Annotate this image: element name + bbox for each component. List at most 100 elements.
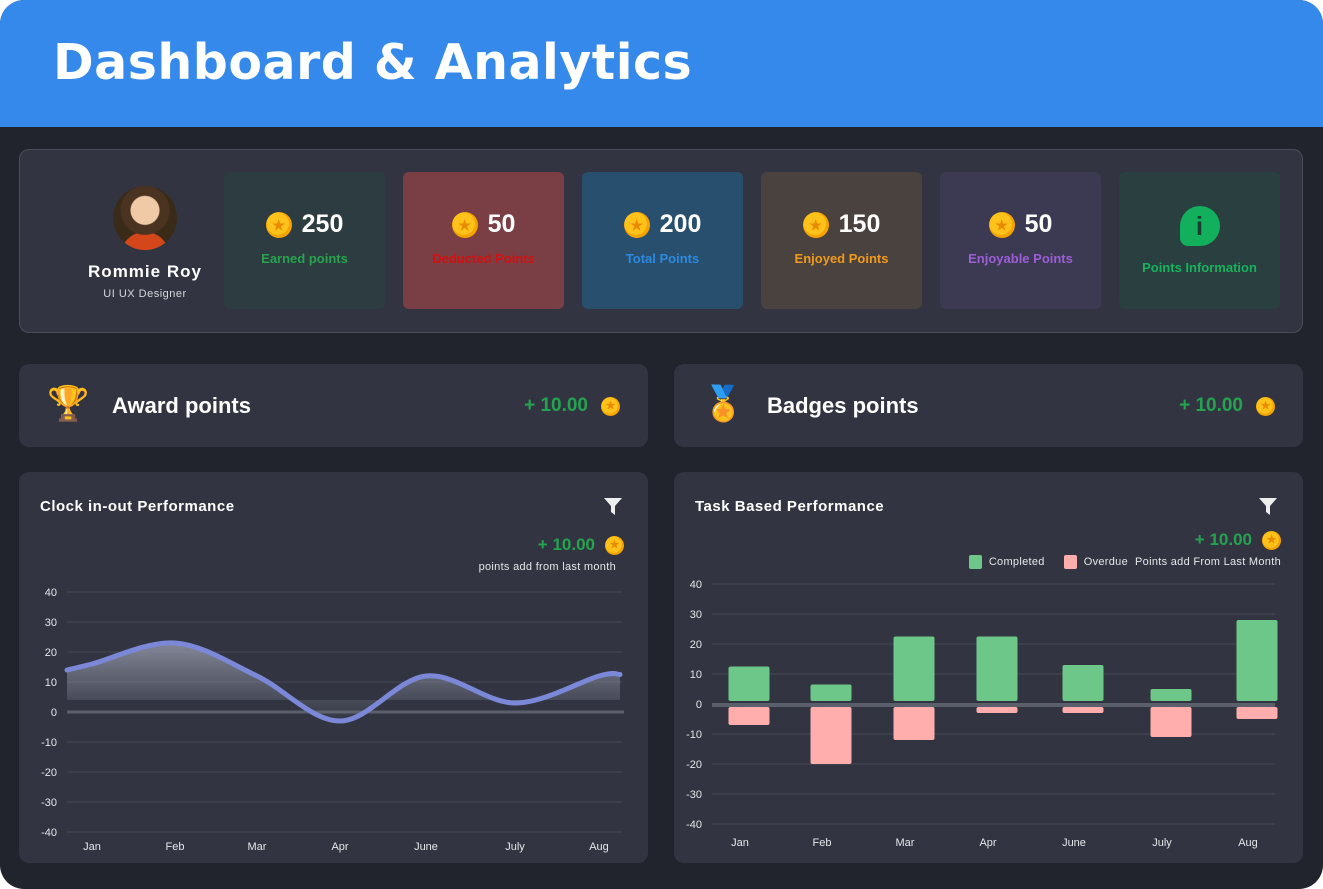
y-tick-label: 30 [45, 617, 57, 629]
area-fill [67, 642, 620, 721]
x-tick-label: June [1062, 837, 1086, 849]
y-tick-label: -40 [686, 819, 702, 831]
card-value: 150 [838, 210, 881, 238]
x-tick-label: Apr [331, 841, 348, 853]
bar-completed [893, 636, 935, 701]
profile-role: UI UX Designer [103, 288, 187, 300]
y-tick-label: 10 [45, 677, 57, 689]
badges-points: + 10.00 [1179, 395, 1243, 416]
y-tick-label: -30 [41, 797, 57, 809]
coin-icon: ★ [802, 211, 829, 238]
task-title: Task Based Performance [695, 498, 885, 515]
profile-name: Rommie Roy [88, 262, 202, 281]
card-label: Earned points [261, 251, 348, 266]
x-tick-label: June [414, 841, 438, 853]
coin-icon: ★ [1256, 396, 1275, 416]
x-tick-label: Mar [248, 841, 267, 853]
points-card[interactable]: i Points Information [1119, 172, 1280, 309]
legend-swatch-overdue [1063, 555, 1077, 569]
award-points: + 10.00 [524, 395, 588, 416]
task-performance-panel: 40 30 20 10 0 -10 -20 -30 -40 Jan Feb Mar Apr June Jul… [674, 472, 1303, 863]
profile: Rommie Roy UI UX Designer [60, 186, 230, 300]
card-label: Enjoyable Points [968, 251, 1073, 266]
bar-overdue [1150, 707, 1192, 737]
points-card[interactable]: ★ 150 Enjoyed Points [761, 172, 922, 309]
card-label: Deducted Points [432, 251, 535, 266]
legend-completed: Completed [988, 556, 1045, 568]
coin-icon: ★ [1262, 530, 1281, 550]
clock-performance-panel: 40 30 20 10 0 -10 -20 -30 -40 Jan Feb Mar Apr June Jul… [19, 472, 648, 863]
x-tick-label: Apr [979, 837, 996, 849]
coin-icon: ★ [605, 535, 624, 555]
coin-icon: ★ [451, 211, 478, 238]
x-tick-label: July [1152, 837, 1172, 849]
filter-icon[interactable] [604, 498, 622, 516]
bar-overdue [976, 707, 1018, 713]
clock-title: Clock in-out Performance [40, 498, 235, 515]
coin-icon: ★ [601, 396, 620, 416]
clock-points: + 10.00 [537, 535, 595, 554]
legend-overdue: Overdue [1083, 556, 1129, 568]
x-tick-label: Feb [813, 837, 832, 849]
header: Dashboard & Analytics [0, 0, 1323, 127]
bar-overdue [893, 707, 935, 740]
coin-icon: ★ [265, 211, 292, 238]
points-card[interactable]: ★ 50 Deducted Points [403, 172, 564, 309]
task-chart: 40 30 20 10 0 -10 -20 -30 -40 Jan Feb Mar Apr June Jul… [686, 579, 1278, 849]
y-tick-label: 10 [690, 669, 702, 681]
bar-completed [976, 636, 1018, 701]
badges-points-panel[interactable]: 🏅 Badges points + 10.00 ★ [674, 364, 1303, 447]
legend-swatch-completed [968, 555, 982, 569]
y-tick-label: -10 [41, 737, 57, 749]
profile-panel: Rommie Roy UI UX Designer ★ 250 Earned poi… [19, 149, 1303, 333]
task-points: + 10.00 [1194, 530, 1252, 549]
clock-subtitle: points add from last month [478, 561, 616, 573]
x-tick-label: Jan [83, 841, 101, 853]
bar-completed [728, 666, 770, 701]
trophy-icon: 🏆 [47, 385, 90, 423]
bar-overdue [1062, 707, 1104, 713]
chart-legend: Completed Overdue Points add From Last M… [968, 555, 1281, 569]
x-tick-label: Jan [731, 837, 749, 849]
x-tick-label: July [505, 841, 525, 853]
card-label: Total Points [625, 251, 700, 266]
avatar[interactable] [113, 186, 177, 250]
y-tick-label: 20 [45, 647, 57, 659]
x-tick-label: Aug [589, 841, 609, 853]
clock-chart: 40 30 20 10 0 -10 -20 -30 -40 Jan Feb Mar Apr June Jul… [41, 587, 624, 853]
y-tick-label: 40 [45, 587, 57, 599]
y-tick-label: -40 [41, 827, 57, 839]
coin-icon: ★ [988, 211, 1015, 238]
x-tick-label: Feb [166, 841, 185, 853]
bar-completed [1062, 665, 1104, 701]
filter-icon[interactable] [1259, 498, 1277, 516]
card-value: 50 [487, 210, 516, 238]
award-points-panel[interactable]: 🏆 Award points + 10.00 ★ [19, 364, 648, 447]
badges-title: Badges points [767, 393, 919, 418]
series-line [64, 640, 623, 724]
x-tick-label: Aug [1238, 837, 1258, 849]
y-tick-label: -20 [686, 759, 702, 771]
card-value: 50 [1024, 210, 1053, 238]
y-tick-label: -10 [686, 729, 702, 741]
card-value: 200 [659, 210, 702, 238]
card-label: Enjoyed Points [794, 251, 889, 266]
bar-completed [1150, 689, 1192, 701]
bar-completed [810, 684, 852, 701]
points-card[interactable]: ★ 200 Total Points [582, 172, 743, 309]
y-tick-label: 0 [51, 707, 57, 719]
card-value: 250 [301, 210, 344, 238]
info-icon: i [1179, 206, 1220, 246]
y-tick-label: 30 [690, 609, 702, 621]
y-tick-label: 0 [696, 699, 702, 711]
y-tick-label: 40 [690, 579, 702, 591]
x-tick-label: Mar [896, 837, 915, 849]
bar-overdue [728, 707, 770, 725]
bar-overdue [1236, 707, 1278, 719]
y-tick-label: -30 [686, 789, 702, 801]
points-card[interactable]: ★ 50 Enjoyable Points [940, 172, 1101, 309]
y-tick-label: 20 [690, 639, 702, 651]
points-card[interactable]: ★ 250 Earned points [224, 172, 385, 309]
y-tick-label: -20 [41, 767, 57, 779]
